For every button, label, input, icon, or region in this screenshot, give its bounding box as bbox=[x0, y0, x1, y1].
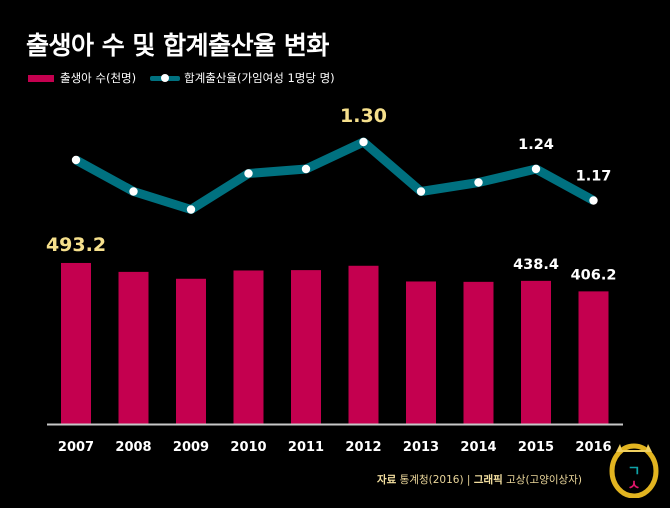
line-point-2007 bbox=[71, 155, 81, 165]
bar-data-label: 406.2 bbox=[571, 267, 617, 283]
line-point-2011 bbox=[301, 164, 311, 174]
line-point-2015 bbox=[531, 164, 541, 174]
bar-2012 bbox=[348, 265, 379, 424]
legend-dot-icon bbox=[161, 73, 170, 82]
line-point-2012 bbox=[359, 137, 368, 147]
line-point-2013 bbox=[416, 187, 426, 196]
x-tick-label: 2010 bbox=[230, 440, 266, 455]
x-tick-label: 2009 bbox=[173, 440, 209, 455]
legend-line-label: 합계출산율(가임여성 1명당 명) bbox=[184, 71, 335, 85]
line-data-label: 1.30 bbox=[340, 105, 387, 127]
source-credit: 자료 통계청(2016) | 그래픽 고상(고양이상자) bbox=[377, 472, 582, 487]
logo-glyph-top: ㄱ bbox=[628, 464, 641, 480]
x-tick-label: 2014 bbox=[460, 440, 496, 455]
bar-2010 bbox=[233, 270, 264, 424]
bar-2009 bbox=[176, 278, 206, 424]
line-point-2009 bbox=[186, 205, 196, 214]
graphic-text: 고상(고양이상자) bbox=[506, 474, 582, 486]
legend-line-swatch bbox=[150, 73, 181, 82]
logo-glyph-bottom: ㅅ bbox=[628, 478, 641, 494]
line-point-2016 bbox=[589, 196, 598, 205]
legend: 출생아 수(천명) 합계출산율(가임여성 1명당 명) bbox=[28, 70, 335, 86]
line-point-2010 bbox=[244, 169, 253, 178]
cat-logo-icon: ㄱ ㅅ bbox=[609, 443, 659, 498]
line-point-2014 bbox=[474, 178, 483, 187]
bar-2014 bbox=[463, 281, 494, 424]
bar-data-label: 493.2 bbox=[46, 234, 106, 256]
bar-2011 bbox=[291, 270, 321, 424]
bar-2008 bbox=[118, 271, 149, 424]
bar-2016 bbox=[578, 291, 609, 424]
separator: | bbox=[466, 474, 471, 486]
line-data-label: 1.17 bbox=[576, 169, 612, 185]
x-tick-label: 2008 bbox=[115, 440, 151, 455]
line-data-label: 1.24 bbox=[518, 137, 554, 153]
bar-2013 bbox=[406, 281, 436, 424]
legend-bar-swatch bbox=[28, 74, 54, 82]
x-tick-label: 2007 bbox=[58, 440, 94, 455]
x-tick-label: 2016 bbox=[575, 440, 611, 455]
line-tfr bbox=[73, 137, 596, 214]
source-label: 자료 bbox=[377, 474, 397, 486]
graphic-label: 그래픽 bbox=[473, 474, 503, 486]
chart-title: 출생아 수 및 합계출산율 변화 bbox=[26, 31, 329, 60]
source-text: 통계청(2016) bbox=[399, 474, 464, 486]
legend-bar-label: 출생아 수(천명) bbox=[60, 71, 137, 85]
bar-data-label: 438.4 bbox=[513, 257, 559, 273]
bar-2007 bbox=[61, 262, 91, 424]
x-tick-label: 2013 bbox=[403, 440, 439, 455]
line-point-2008 bbox=[129, 187, 138, 196]
x-tick-label: 2015 bbox=[518, 440, 554, 455]
bar-2015 bbox=[521, 280, 551, 424]
x-tick-label: 2011 bbox=[288, 440, 324, 455]
x-tick-label: 2012 bbox=[345, 440, 381, 455]
